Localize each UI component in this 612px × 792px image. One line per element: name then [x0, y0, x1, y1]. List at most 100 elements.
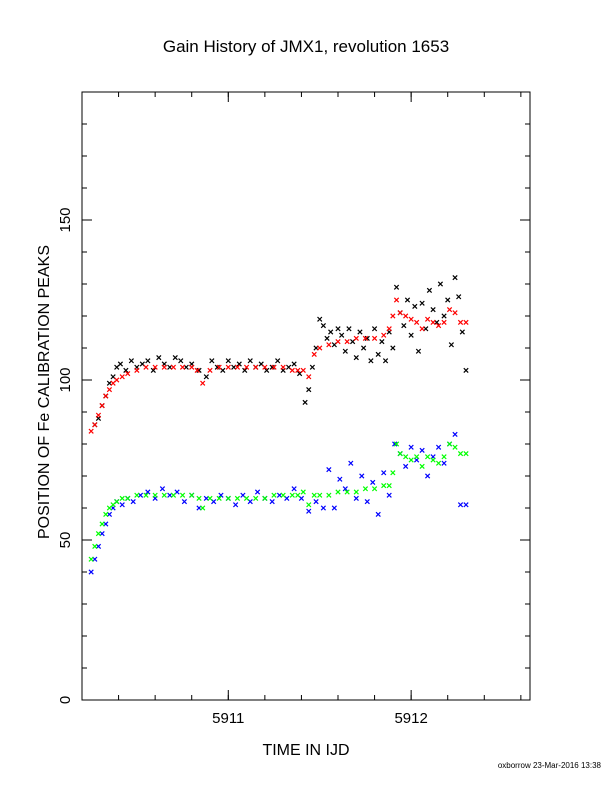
- data-point: [353, 354, 359, 361]
- data-point: [172, 354, 178, 361]
- data-point: [344, 489, 350, 495]
- data-point: [253, 364, 259, 370]
- data-point: [463, 502, 469, 508]
- x-tick-label: 5911: [212, 710, 244, 727]
- data-point: [326, 342, 332, 348]
- data-point: [463, 367, 469, 374]
- data-point: [95, 530, 102, 537]
- plot-frame: [81, 91, 531, 701]
- data-point: [371, 335, 378, 342]
- data-point: [390, 345, 396, 351]
- data-point: [317, 345, 323, 351]
- data-point: [419, 447, 425, 454]
- data-point: [375, 511, 381, 518]
- data-point: [243, 364, 250, 370]
- data-point: [262, 495, 268, 502]
- data-point: [207, 367, 213, 374]
- data-point: [364, 498, 370, 505]
- tick-labels: 5911 5912 0 50 100 150: [57, 207, 428, 727]
- data-point: [234, 364, 241, 370]
- data-point: [362, 486, 369, 492]
- data-point: [452, 431, 458, 438]
- data-point: [99, 402, 105, 409]
- data-point: [88, 569, 94, 575]
- data-point: [381, 482, 387, 489]
- data-point: [119, 502, 125, 508]
- data-point: [143, 492, 149, 498]
- series-3: [88, 431, 469, 575]
- data-point: [368, 358, 374, 364]
- data-point: [370, 479, 376, 486]
- data-point: [339, 332, 345, 338]
- data-point: [99, 521, 105, 527]
- data-point: [331, 505, 337, 511]
- data-point: [189, 492, 195, 498]
- data-point: [346, 326, 352, 332]
- data-point: [209, 358, 215, 364]
- data-point: [271, 492, 277, 498]
- data-point: [337, 476, 343, 482]
- data-point: [335, 338, 341, 345]
- data-point: [150, 367, 156, 374]
- data-point: [386, 482, 392, 489]
- data-point: [381, 470, 387, 476]
- data-point: [344, 338, 350, 345]
- x-axis-label: TIME IN IJD: [262, 742, 349, 759]
- data-point: [125, 370, 131, 377]
- data-point: [306, 374, 312, 380]
- data-point: [306, 502, 312, 508]
- data-point: [415, 348, 422, 354]
- data-point: [317, 492, 323, 498]
- data-point: [441, 313, 447, 319]
- data-point: [291, 361, 297, 367]
- data-point: [414, 454, 420, 460]
- data-point: [353, 489, 359, 495]
- data-point: [125, 495, 131, 502]
- data-point: [123, 367, 129, 374]
- data-point: [262, 364, 268, 370]
- data-point: [302, 399, 308, 406]
- data-point: [247, 358, 253, 364]
- data-point: [414, 319, 420, 326]
- chart-title: Gain History of JMX1, revolution 1653: [163, 37, 449, 56]
- data-point: [289, 367, 295, 374]
- data-point: [397, 450, 403, 457]
- series-2: [88, 297, 469, 434]
- data-point: [216, 495, 222, 502]
- data-point: [404, 297, 411, 303]
- data-point: [194, 367, 200, 374]
- axis-ticks: [82, 92, 530, 701]
- data-point: [311, 351, 317, 358]
- data-point: [403, 313, 409, 319]
- data-point: [179, 492, 186, 498]
- data-point: [457, 450, 464, 457]
- data-point: [234, 495, 241, 502]
- data-point: [200, 505, 206, 511]
- data-point: [386, 492, 392, 498]
- data-point: [412, 303, 418, 310]
- data-point: [459, 329, 465, 335]
- data-point: [457, 319, 464, 326]
- data-point: [178, 358, 184, 364]
- data-point: [200, 380, 206, 386]
- data-point: [156, 354, 162, 361]
- data-point: [342, 348, 348, 354]
- x-tick-label: 5912: [394, 710, 427, 727]
- data-point: [353, 335, 359, 342]
- data-point: [218, 492, 224, 498]
- data-point: [306, 386, 312, 393]
- data-point: [463, 450, 469, 457]
- data-point: [203, 374, 209, 380]
- data-point: [430, 457, 436, 463]
- data-point: [232, 502, 239, 508]
- data-point: [426, 287, 433, 294]
- data-point: [295, 367, 301, 374]
- data-point: [275, 358, 281, 364]
- data-point: [114, 377, 120, 383]
- footer-credit: oxborrow 23-Mar-2016 13:38: [498, 761, 602, 770]
- data-point: [348, 460, 354, 466]
- data-point: [170, 364, 177, 370]
- data-point: [264, 367, 270, 374]
- data-point: [326, 492, 332, 498]
- data-point: [430, 319, 436, 326]
